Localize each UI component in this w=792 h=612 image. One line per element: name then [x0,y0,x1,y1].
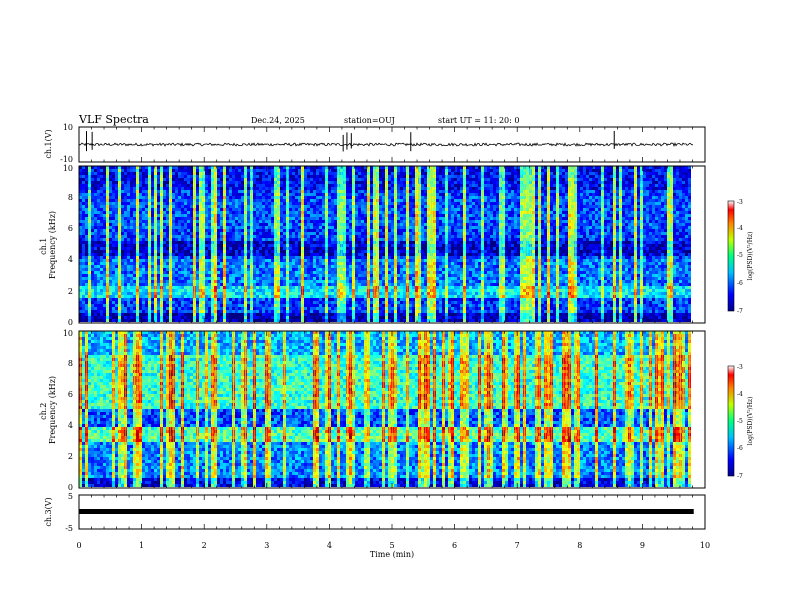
ch1-ylabel-line1: ch.1 [39,238,48,255]
ch2-ytick-6: 6 [68,390,73,399]
ch2-colorbar-scale [728,366,734,476]
ch2-ytick-10: 10 [63,329,73,338]
ch2-cb-tick-m6: -6 [737,445,743,452]
x-tick-label-3: 3 [264,541,269,550]
ch1-waveform-ylabel: ch.1(V) [44,129,53,158]
ch1-ytick-2: 2 [68,287,73,296]
ch1-spectrogram-ylabel: ch.1 Frequency (kHz) [39,211,57,279]
ch1-colorbar: -3 -4 -5 -6 -7 log(PSD)(V²/Hz) [728,199,754,315]
ch1-spectrogram-image [79,166,691,323]
ch1-spectrogram-yticks: 0 2 4 6 8 10 [63,164,73,327]
ch1-colorbar-label: log(PSD)(V²/Hz) [747,232,754,281]
x-tick-label-5: 5 [389,541,394,550]
x-tick-label-2: 2 [202,541,207,550]
x-tick-label-6: 6 [452,541,457,550]
ch2-spectrogram-yticks: 0 2 4 6 8 10 [63,329,73,492]
ch3-waveform-ylabel: ch.3(V) [44,497,53,526]
ch2-colorbar: -3 -4 -5 -6 -7 log(PSD)(V²/Hz) [728,364,754,480]
ch3-waveform-panel: 5 -5 ch.3(V) [44,492,705,533]
x-tick-label-7: 7 [515,541,520,550]
ch1-cb-tick-m6: -6 [737,280,743,287]
x-tick-label-8: 8 [577,541,582,550]
ch1-ytick-bottom: -10 [60,155,73,164]
ch2-spectrogram-ylabel: ch.2 Frequency (kHz) [39,376,57,444]
ch2-ytick-0: 0 [68,483,73,492]
ch1-waveform-panel: 10 -10 ch.1(V) [44,123,705,164]
ch1-cb-tick-m3: -3 [737,199,743,206]
ch2-cb-tick-m7: -7 [737,473,743,480]
ch2-ytick-2: 2 [68,452,73,461]
x-tick-label-10: 10 [700,541,710,550]
ch2-ylabel-line2: Frequency (kHz) [48,376,57,444]
ch3-ytick-bottom: -5 [65,524,73,533]
ch1-ytick-0: 0 [68,318,73,327]
ch1-cb-tick-m5: -5 [737,252,743,259]
ch1-cb-tick-m7: -7 [737,308,743,315]
figure-title: VLF Spectra [78,113,149,126]
x-axis-tick-labels: 0 1 2 3 4 5 6 7 8 9 10 [76,541,710,550]
ch3-ytick-top: 5 [68,492,73,501]
x-tick-label-0: 0 [76,541,81,550]
x-tick-label-4: 4 [327,541,332,550]
ch1-spectrogram-panel: 0 2 4 6 8 10 ch.1 Frequency (kHz) -3 -4 … [39,164,754,327]
ch3-waveform-trace [79,509,694,514]
ch1-ytick-6: 6 [68,224,73,233]
x-tick-label-9: 9 [640,541,645,550]
ch2-ytick-4: 4 [68,421,73,430]
ch1-colorbar-scale [728,201,734,311]
ch1-cb-tick-m4: -4 [737,225,743,232]
ch1-ytick-4: 4 [68,255,73,264]
ch2-cb-tick-m3: -3 [737,364,743,371]
x-tick-label-1: 1 [139,541,144,550]
ch2-colorbar-label: log(PSD)(V²/Hz) [747,397,754,446]
ch2-ytick-8: 8 [68,359,73,368]
ch1-ytick-10: 10 [63,164,73,173]
vlf-figure: VLF Spectra Dec.24, 2025 station=OUJ sta… [0,0,792,612]
ch1-ytick-top: 10 [63,123,73,132]
x-axis-label: Time (min) [370,550,414,559]
ch1-ylabel-line2: Frequency (kHz) [48,211,57,279]
ch2-spectrogram-panel: 0 2 4 6 8 10 ch.2 Frequency (kHz) -3 -4 … [39,329,754,492]
ch2-cb-tick-m5: -5 [737,418,743,425]
ch2-ylabel-line1: ch.2 [39,403,48,420]
date-label: Dec.24, 2025 [251,116,305,125]
station-label: station=OUJ [344,116,395,125]
start-time-label: start UT = 11: 20: 0 [438,116,519,125]
ch2-spectrogram-image [79,331,691,488]
ch1-ytick-8: 8 [68,193,73,202]
ch2-cb-tick-m4: -4 [737,391,743,398]
